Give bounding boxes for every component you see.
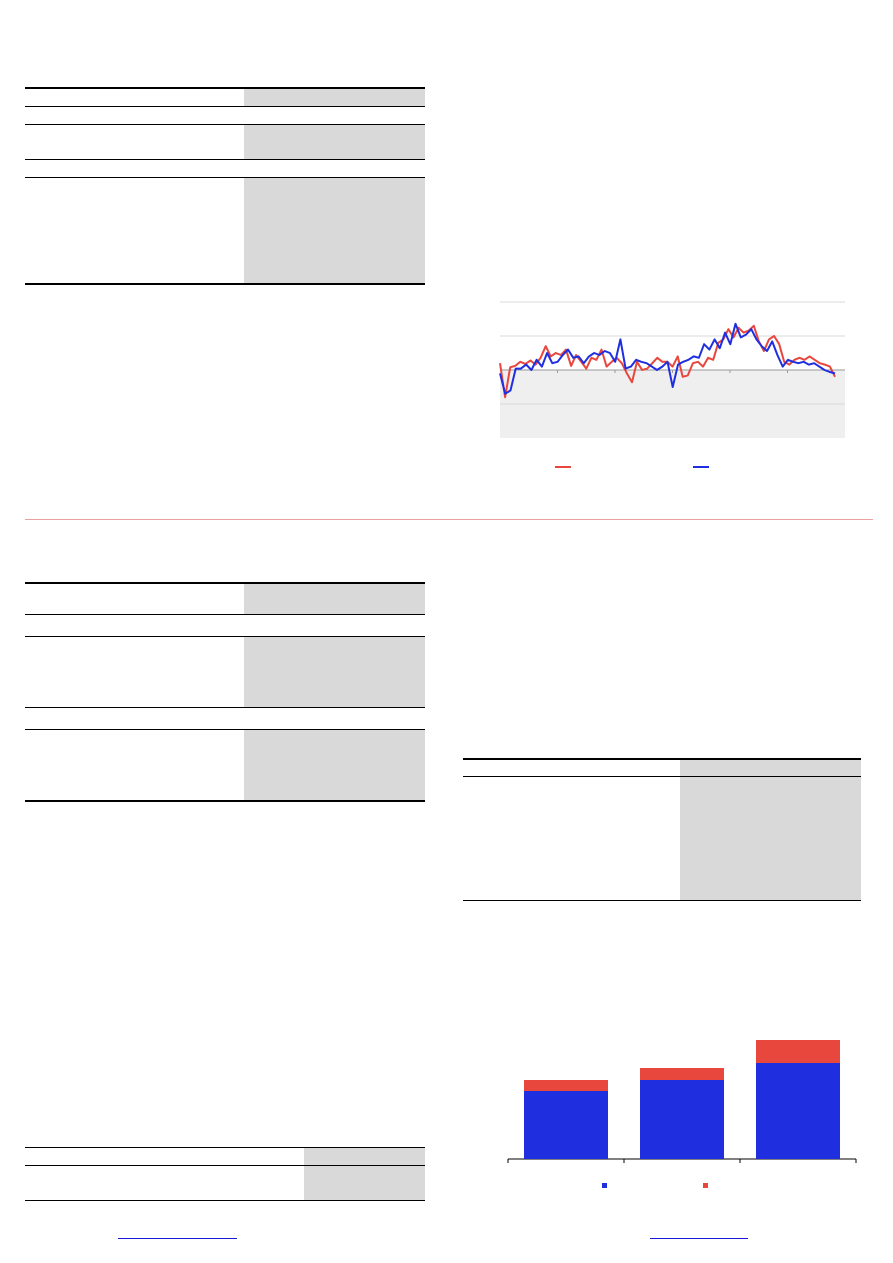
section-divider: [25, 519, 873, 520]
series-line-2: [499, 322, 836, 395]
table-shaded-cell: [680, 760, 861, 776]
table-rule: [25, 800, 425, 802]
table-rule: [25, 159, 425, 160]
bar-segment-1: [524, 1091, 608, 1159]
table-rule: [25, 707, 425, 708]
table-rule: [463, 776, 861, 777]
bar-segment-1: [640, 1080, 724, 1159]
table-rule: [25, 729, 425, 730]
table-rule: [25, 124, 425, 125]
stacked-bar-chart: [507, 1040, 857, 1188]
table-rule: [25, 87, 425, 89]
legend-swatch-red: [703, 1183, 708, 1188]
table-shaded-cell: [244, 89, 425, 106]
table-rule: [25, 1200, 425, 1201]
bar-segment-2: [524, 1080, 608, 1091]
table-shaded-cell: [244, 637, 425, 707]
table-rule: [25, 283, 425, 285]
table-shaded-cell: [244, 730, 425, 800]
table-shaded-cell: [680, 777, 861, 900]
table-rule: [463, 758, 861, 760]
table-rule: [25, 177, 425, 178]
table-rule: [25, 582, 425, 584]
table-rule: [25, 636, 425, 637]
bar-segment-2: [756, 1040, 840, 1063]
table-rule: [25, 1165, 425, 1166]
table-shaded-cell: [304, 1148, 425, 1165]
table-rule: [25, 1147, 425, 1148]
bar-segment-2: [640, 1068, 724, 1080]
footer-link-left[interactable]: [118, 1238, 237, 1239]
table-shaded-cell: [244, 584, 425, 614]
line-chart: [499, 301, 845, 468]
table-rule: [463, 900, 861, 901]
bar-segment-1: [756, 1063, 840, 1159]
footer-link-right[interactable]: [650, 1238, 748, 1239]
legend-swatch-blue: [602, 1183, 607, 1188]
table-rule: [25, 106, 425, 107]
table-rule: [25, 614, 425, 615]
table-shaded-cell: [244, 178, 425, 283]
table-shaded-cell: [304, 1166, 425, 1200]
table-shaded-cell: [244, 125, 425, 159]
